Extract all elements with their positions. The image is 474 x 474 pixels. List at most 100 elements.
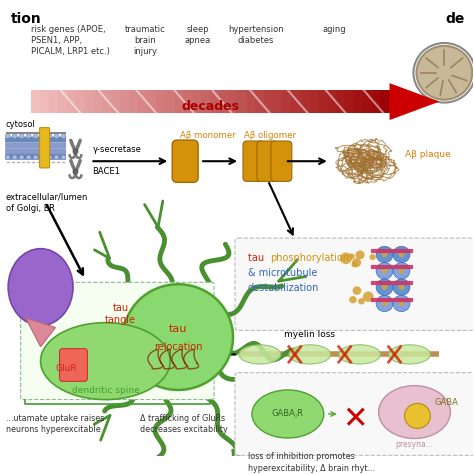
- Text: tion: tion: [11, 12, 41, 26]
- Polygon shape: [372, 90, 381, 113]
- Text: extracellular/lumen
of Golgi, ER: extracellular/lumen of Golgi, ER: [6, 193, 88, 213]
- FancyBboxPatch shape: [5, 137, 66, 143]
- Ellipse shape: [239, 345, 281, 364]
- Circle shape: [349, 296, 357, 303]
- Polygon shape: [26, 318, 55, 346]
- Text: relocation: relocation: [154, 342, 202, 352]
- Text: decades: decades: [181, 100, 239, 113]
- Ellipse shape: [289, 345, 331, 364]
- Text: GABA⁁R: GABA⁁R: [272, 410, 304, 419]
- FancyBboxPatch shape: [5, 143, 66, 148]
- Text: myelin loss: myelin loss: [284, 330, 335, 339]
- Polygon shape: [273, 90, 282, 113]
- Circle shape: [404, 403, 430, 428]
- Circle shape: [369, 254, 376, 260]
- Polygon shape: [40, 90, 48, 113]
- FancyBboxPatch shape: [257, 141, 278, 182]
- Polygon shape: [246, 90, 255, 113]
- Polygon shape: [210, 90, 219, 113]
- Ellipse shape: [8, 249, 73, 326]
- Circle shape: [376, 263, 393, 279]
- Polygon shape: [129, 90, 138, 113]
- Ellipse shape: [252, 390, 324, 438]
- FancyBboxPatch shape: [243, 141, 264, 182]
- Polygon shape: [363, 90, 372, 113]
- Circle shape: [33, 155, 38, 160]
- Text: aging: aging: [323, 25, 346, 34]
- Circle shape: [47, 134, 52, 138]
- FancyBboxPatch shape: [235, 238, 474, 330]
- Circle shape: [19, 134, 24, 138]
- Text: traumatic
brain
injury: traumatic brain injury: [125, 25, 165, 56]
- Text: GluR: GluR: [55, 365, 77, 374]
- Circle shape: [399, 301, 404, 306]
- Polygon shape: [192, 90, 201, 113]
- Circle shape: [356, 250, 365, 259]
- Circle shape: [33, 134, 38, 138]
- Polygon shape: [84, 90, 93, 113]
- Circle shape: [12, 155, 17, 160]
- Circle shape: [393, 263, 410, 279]
- FancyBboxPatch shape: [40, 128, 50, 168]
- Text: destabilization: destabilization: [248, 283, 319, 293]
- FancyBboxPatch shape: [21, 283, 214, 400]
- Polygon shape: [381, 90, 390, 113]
- Circle shape: [26, 155, 31, 160]
- Text: hypertension
diabetes: hypertension diabetes: [228, 25, 284, 45]
- Polygon shape: [282, 90, 291, 113]
- Circle shape: [73, 169, 78, 174]
- Polygon shape: [237, 90, 246, 113]
- Polygon shape: [354, 90, 363, 113]
- Circle shape: [399, 284, 404, 290]
- Text: ✕: ✕: [342, 405, 367, 434]
- Text: ...utamate uptake raises
neurons hyperexcitable: ...utamate uptake raises neurons hyperex…: [6, 414, 104, 434]
- Circle shape: [376, 279, 393, 295]
- Polygon shape: [345, 90, 354, 113]
- Text: sleep
apnea: sleep apnea: [185, 25, 211, 45]
- Circle shape: [399, 252, 404, 257]
- Ellipse shape: [379, 386, 450, 438]
- Polygon shape: [300, 90, 309, 113]
- Polygon shape: [31, 90, 40, 113]
- Circle shape: [393, 246, 410, 263]
- Text: Aβ monomer: Aβ monomer: [180, 131, 236, 140]
- Circle shape: [358, 298, 365, 304]
- Polygon shape: [165, 90, 174, 113]
- Text: tau
tangle: tau tangle: [105, 303, 136, 325]
- Polygon shape: [219, 90, 228, 113]
- Polygon shape: [147, 90, 156, 113]
- Circle shape: [352, 258, 361, 267]
- Circle shape: [399, 268, 404, 273]
- Polygon shape: [120, 90, 129, 113]
- Polygon shape: [174, 90, 183, 113]
- Circle shape: [382, 268, 388, 273]
- Circle shape: [123, 284, 233, 390]
- Circle shape: [376, 246, 393, 263]
- Circle shape: [353, 286, 361, 295]
- Circle shape: [393, 279, 410, 295]
- Polygon shape: [93, 90, 102, 113]
- Polygon shape: [228, 90, 237, 113]
- Text: de: de: [445, 12, 465, 26]
- FancyBboxPatch shape: [5, 154, 66, 160]
- Text: GABA: GABA: [434, 398, 458, 407]
- Circle shape: [12, 134, 17, 138]
- FancyBboxPatch shape: [60, 349, 87, 381]
- Ellipse shape: [339, 345, 381, 364]
- Circle shape: [5, 155, 10, 160]
- Circle shape: [417, 46, 472, 100]
- Text: dendritic spine: dendritic spine: [72, 386, 139, 395]
- FancyBboxPatch shape: [5, 148, 66, 154]
- Text: Aβ plaque: Aβ plaque: [404, 150, 450, 159]
- Text: BACE1: BACE1: [92, 167, 120, 176]
- Polygon shape: [66, 90, 75, 113]
- Text: risk genes (APOE,
PSEN1, APP,
PICALM, LRP1 etc.): risk genes (APOE, PSEN1, APP, PICALM, LR…: [31, 25, 109, 56]
- Circle shape: [19, 155, 24, 160]
- Circle shape: [376, 295, 393, 311]
- Ellipse shape: [389, 345, 430, 364]
- Polygon shape: [156, 90, 165, 113]
- Polygon shape: [138, 90, 147, 113]
- FancyBboxPatch shape: [235, 373, 474, 456]
- Polygon shape: [291, 90, 300, 113]
- Polygon shape: [75, 90, 84, 113]
